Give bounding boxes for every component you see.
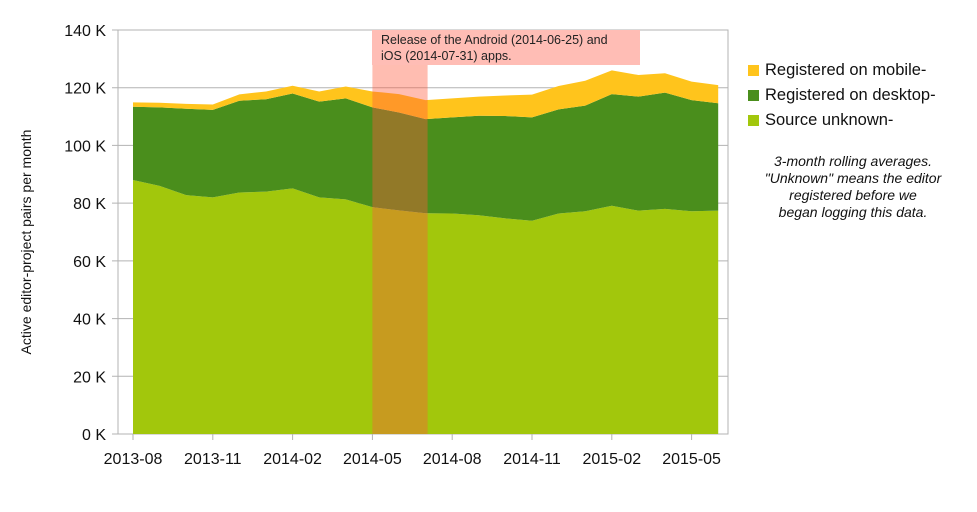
note-line-3: registered before we: [789, 187, 917, 203]
x-tick-label: 2013-08: [104, 451, 163, 468]
y-tick-label: 60 K: [73, 254, 106, 271]
area-source-unknown: [133, 180, 719, 434]
x-tick-label: 2014-02: [263, 451, 322, 468]
area-registered-on-mobile: [133, 70, 719, 120]
note-line-2: "Unknown" means the editor: [764, 170, 942, 186]
y-axis-label: Active editor-project pairs per month: [18, 130, 34, 355]
x-tick-label: 2015-02: [582, 451, 641, 468]
y-tick-label: 0 K: [82, 427, 106, 444]
annotation-box: Release of the Android (2014-06-25) and …: [372, 30, 640, 65]
y-tick-label: 140 K: [64, 23, 106, 40]
annotation-line-1: Release of the Android (2014-06-25) and: [381, 33, 608, 47]
x-tick-label: 2014-05: [343, 451, 402, 468]
y-tick-label: 40 K: [73, 312, 106, 329]
legend-label-mobile: Registered on mobile-: [765, 61, 927, 79]
legend-label-desktop: Registered on desktop-: [765, 86, 936, 104]
y-tick-label: 120 K: [64, 81, 106, 98]
legend-swatch-desktop: [748, 90, 759, 101]
highlight-band: [372, 30, 428, 434]
legend-label-unknown: Source unknown-: [765, 111, 894, 129]
legend-item-desktop: Registered on desktop-: [748, 83, 936, 108]
x-tick-label: 2014-11: [503, 451, 561, 468]
note-line-1: 3-month rolling averages.: [774, 153, 932, 169]
legend-swatch-mobile: [748, 65, 759, 76]
y-tick-label: 80 K: [73, 196, 106, 213]
note-line-4: began logging this data.: [778, 204, 928, 220]
y-tick-label: 20 K: [73, 369, 106, 386]
x-tick-label: 2013-11: [184, 451, 242, 468]
legend: Registered on mobile- Registered on desk…: [748, 58, 936, 133]
legend-swatch-unknown: [748, 115, 759, 126]
x-tick-label: 2014-08: [423, 451, 482, 468]
annotation-line-2: iOS (2014-07-31) apps.: [381, 49, 512, 63]
y-tick-label: 100 K: [64, 138, 106, 155]
x-tick-label: 2015-05: [662, 451, 721, 468]
area-registered-on-desktop: [133, 92, 719, 221]
chart-note: 3-month rolling averages. "Unknown" mean…: [738, 153, 968, 221]
legend-item-mobile: Registered on mobile-: [748, 58, 936, 83]
legend-item-unknown: Source unknown-: [748, 108, 936, 133]
